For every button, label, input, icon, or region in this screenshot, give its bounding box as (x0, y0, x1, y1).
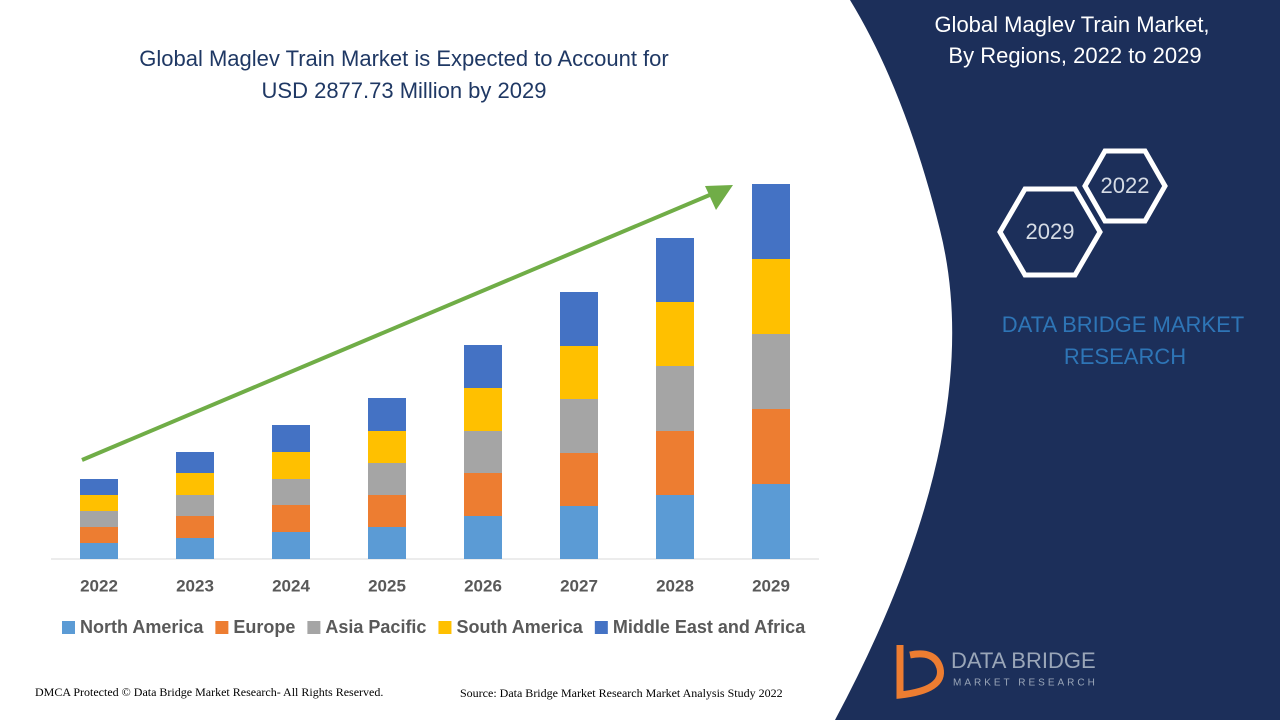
bar-segment (272, 532, 310, 559)
bar-segment (464, 473, 502, 516)
bar-segment (80, 527, 118, 543)
brand-text: DATA BRIDGE MARKET (1002, 312, 1244, 337)
bar-segment (560, 292, 598, 346)
bar-segment (656, 366, 694, 431)
bar-segment (752, 184, 790, 259)
bar-segment (80, 495, 118, 511)
copyright: DMCA Protected © Data Bridge Market Rese… (35, 685, 383, 699)
bar-segment (272, 505, 310, 532)
x-tick-label: 2028 (656, 576, 694, 595)
bar-segment (176, 473, 214, 495)
bar-segment (176, 495, 214, 516)
panel-title: By Regions, 2022 to 2029 (948, 43, 1201, 68)
trend-arrow (81, 192, 713, 462)
bar-segment (464, 388, 502, 431)
x-tick-label: 2025 (368, 576, 406, 595)
bar-segment (368, 495, 406, 527)
legend-swatch (438, 621, 452, 634)
chart-title: USD 2877.73 Million by 2029 (262, 78, 547, 103)
bar-segment (368, 431, 406, 463)
legend-swatch (215, 621, 229, 634)
bar-segment (752, 409, 790, 484)
bar-segment (464, 431, 502, 473)
bar-segment (752, 484, 790, 559)
side-panel (835, 0, 1280, 720)
logo-subtext: MARKET RESEARCH (953, 678, 1098, 689)
legend-label: North America (80, 617, 204, 637)
bar-segment (560, 453, 598, 506)
hexagon-label: 2029 (1026, 219, 1075, 244)
legend-swatch (594, 621, 608, 634)
bar-segment (80, 511, 118, 527)
bar-segment (656, 431, 694, 495)
bar-segment (80, 543, 118, 559)
bar-segment (368, 463, 406, 495)
brand-text: RESEARCH (1064, 344, 1186, 369)
logo-text: DATA BRIDGE (951, 648, 1096, 673)
logo-mark (896, 645, 944, 699)
hexagon-label: 2022 (1101, 173, 1150, 198)
legend-label: Europe (233, 617, 295, 637)
bar-segment (368, 398, 406, 431)
legend-label: Middle East and Africa (613, 617, 806, 637)
chart-title: Global Maglev Train Market is Expected t… (139, 46, 668, 71)
legend-label: Asia Pacific (325, 617, 426, 637)
x-tick-label: 2022 (80, 576, 118, 595)
legend-swatch (307, 621, 321, 634)
bar-segment (560, 346, 598, 399)
legend-label: South America (456, 617, 583, 637)
bar-segment (176, 538, 214, 559)
hexagon (1082, 148, 1168, 224)
x-tick-label: 2024 (272, 576, 310, 595)
bar-segment (176, 516, 214, 538)
bar-segment (752, 259, 790, 334)
bar-segment (176, 452, 214, 473)
bar-segment (656, 238, 694, 302)
x-tick-label: 2026 (464, 576, 502, 595)
x-tick-label: 2029 (752, 576, 790, 595)
bar-segment (656, 495, 694, 559)
bar-segment (464, 516, 502, 559)
bar-segment (272, 479, 310, 505)
source: Source: Data Bridge Market Research Mark… (460, 686, 783, 700)
arrow-head (705, 185, 733, 210)
x-tick-label: 2027 (560, 576, 598, 595)
bar-segment (560, 506, 598, 559)
hexagon (997, 186, 1103, 278)
legend-swatch (62, 621, 75, 634)
bar-segment (464, 345, 502, 388)
panel-title: Global Maglev Train Market, (934, 12, 1209, 37)
bar-segment (80, 479, 118, 495)
bar-segment (560, 399, 598, 453)
bar-segment (752, 334, 790, 409)
bar-segment (272, 452, 310, 479)
bar-segment (656, 302, 694, 366)
bar-segment (272, 425, 310, 452)
bar-segment (368, 527, 406, 559)
x-tick-label: 2023 (176, 576, 214, 595)
